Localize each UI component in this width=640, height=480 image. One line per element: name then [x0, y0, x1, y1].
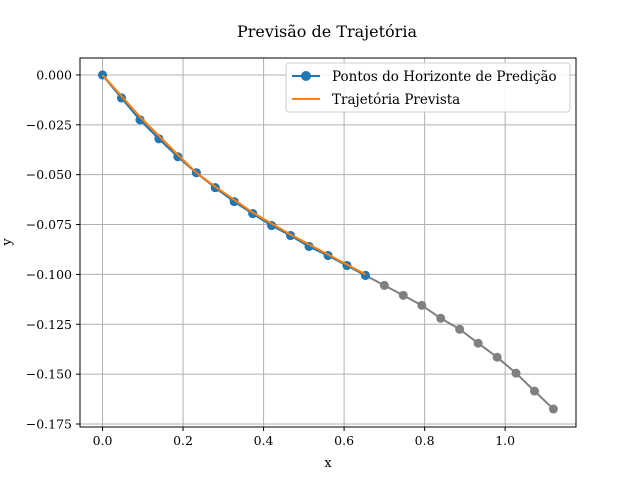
y-tick-label: −0.075 [26, 217, 72, 232]
data-point-0 [530, 386, 540, 396]
data-point-1 [116, 93, 126, 103]
plot-series [98, 70, 558, 414]
data-point-0 [417, 300, 427, 310]
data-point-0 [548, 404, 558, 414]
legend-label-horizon-points: Pontos do Horizonte de Predição [332, 69, 557, 85]
y-tick-label: −0.125 [26, 317, 72, 332]
data-point-0 [511, 368, 521, 378]
legend-label-predicted-trajectory: Trajetória Prevista [332, 92, 460, 108]
chart-title: Previsão de Trajetória [237, 22, 417, 41]
x-tick-label: 0.0 [93, 433, 113, 448]
y-axis-label: y [0, 238, 15, 247]
data-point-0 [379, 280, 389, 290]
legend-swatch-horizon-marker [301, 71, 311, 81]
y-tick-label: −0.175 [26, 417, 72, 432]
y-tick-label: −0.150 [26, 367, 72, 382]
plot-frame [79, 57, 577, 428]
x-tick-label: 0.6 [334, 433, 354, 448]
y-tick-label: 0.000 [36, 67, 72, 82]
y-tick-label: −0.100 [26, 267, 72, 282]
data-point-0 [492, 352, 502, 362]
data-point-0 [473, 338, 483, 348]
y-tick-label: −0.050 [26, 167, 72, 182]
x-tick-label: 0.8 [415, 433, 435, 448]
x-tick-label: 0.4 [254, 433, 274, 448]
legend-box [285, 62, 571, 113]
data-point-1 [154, 134, 164, 144]
y-tick-label: −0.025 [26, 117, 72, 132]
x-tick-label: 0.2 [173, 433, 193, 448]
data-point-1 [173, 152, 183, 162]
x-tick-label: 1.0 [495, 433, 515, 448]
legend: Pontos do Horizonte de Predição Trajetór… [285, 62, 571, 113]
series-line-2 [101, 74, 366, 276]
data-point-1 [135, 115, 145, 125]
data-point-0 [436, 313, 446, 323]
grid [80, 58, 576, 427]
axis-ticks: 0.0 0.2 0.4 0.6 0.8 1.0 0.000 −0.025 −0.050 −0.07… [26, 67, 515, 448]
data-point-0 [455, 324, 465, 334]
data-point-0 [398, 290, 408, 300]
x-axis-label: x [324, 456, 332, 471]
